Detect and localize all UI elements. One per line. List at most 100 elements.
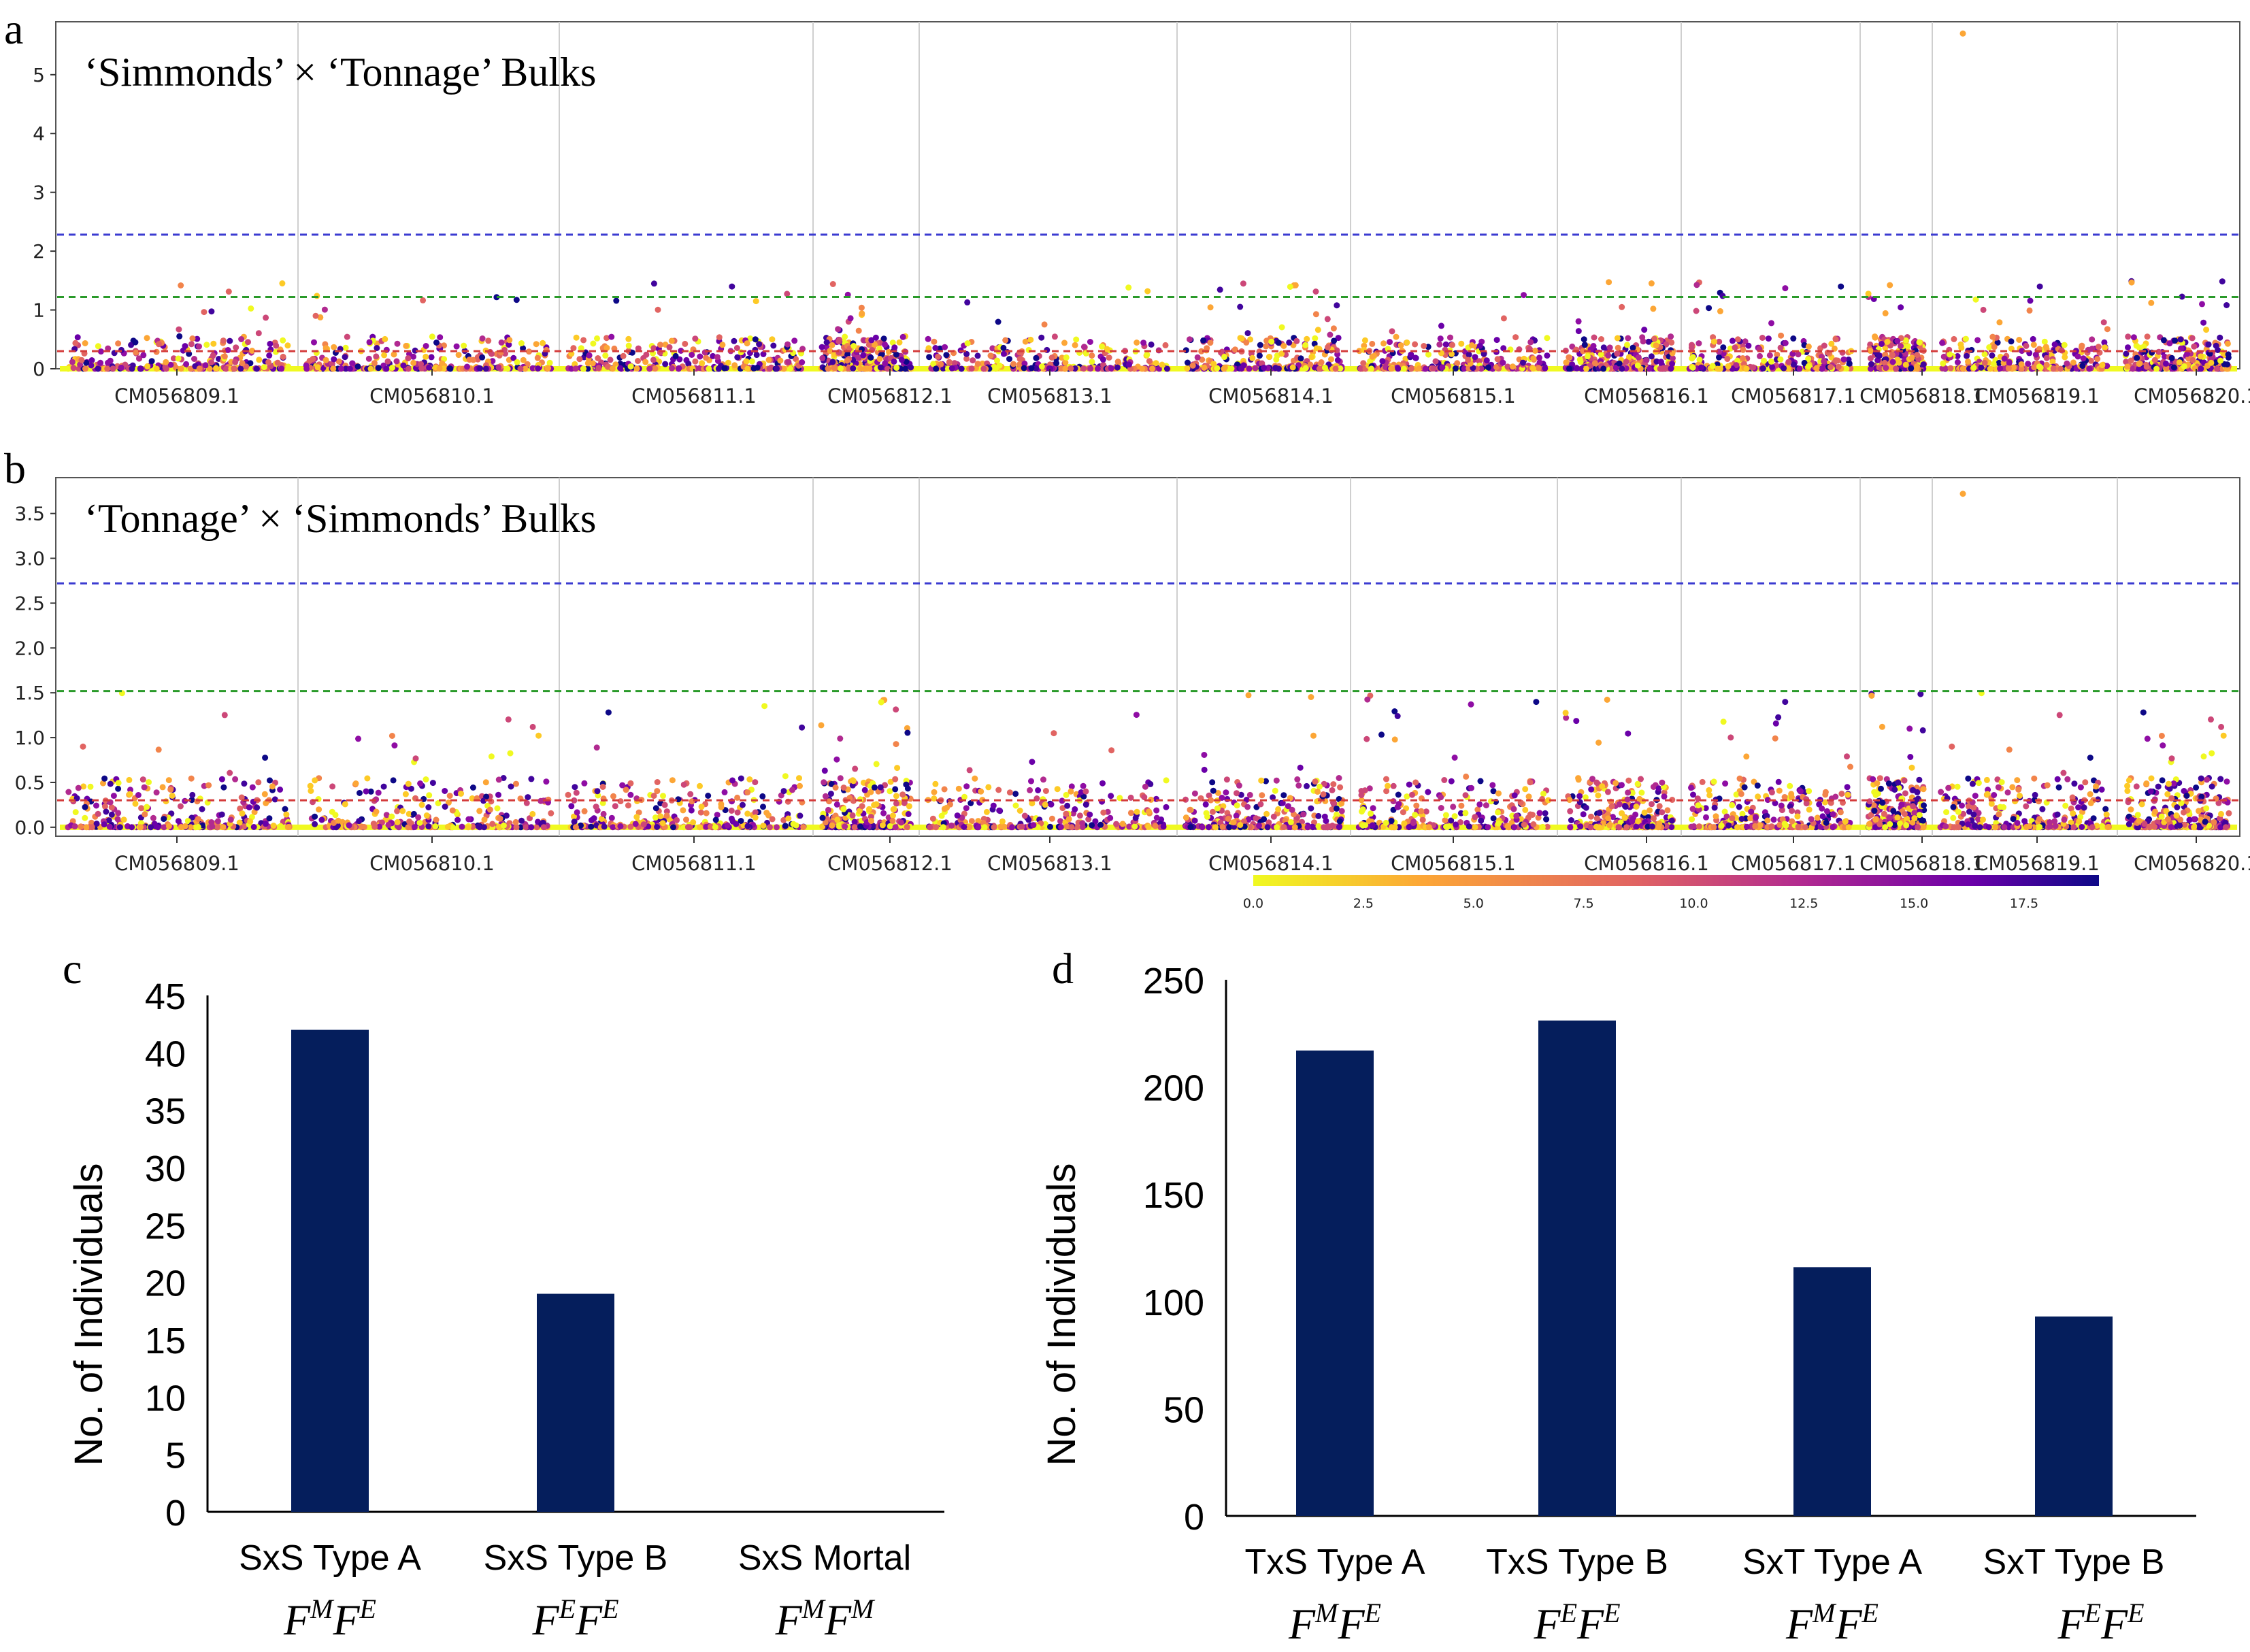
snp-point: [887, 778, 894, 785]
snp-point: [210, 340, 217, 347]
snp-point: [101, 775, 108, 782]
snp-point: [849, 812, 856, 819]
snp-point: [522, 365, 529, 372]
snp-point: [529, 810, 536, 817]
snp-point: [1493, 337, 1500, 344]
snp-point: [1244, 804, 1251, 810]
snp-point: [1002, 337, 1009, 344]
snp-point: [963, 805, 970, 812]
snp-point: [1404, 339, 1410, 346]
snp-point: [603, 335, 610, 342]
snp-point: [388, 733, 395, 739]
snp-point: [675, 365, 682, 372]
snp-point: [1368, 810, 1374, 817]
snp-point: [354, 363, 361, 370]
snp-point: [948, 822, 955, 829]
snp-point: [87, 783, 94, 790]
snp-point: [967, 800, 974, 806]
snp-point: [2041, 338, 2048, 345]
snp-point: [905, 811, 912, 817]
snp-point: [1954, 359, 1961, 365]
snp-point: [70, 365, 77, 371]
snp-point: [650, 357, 657, 363]
snp-point: [872, 341, 878, 348]
snp-point: [1635, 354, 1642, 361]
snp-point: [399, 808, 406, 814]
snp-point: [1889, 352, 1896, 359]
snp-point: [2162, 353, 2168, 360]
snp-point: [1246, 365, 1253, 372]
snp-point: [706, 365, 712, 372]
snp-point: [82, 340, 88, 346]
snp-point: [1544, 352, 1551, 359]
snp-point: [1237, 822, 1244, 828]
snp-point: [941, 806, 948, 812]
snp-point: [1577, 359, 1584, 365]
snp-point: [2198, 365, 2204, 372]
snp-point: [1717, 365, 1723, 372]
snp-point: [1391, 708, 1398, 714]
snp-point: [2125, 344, 2131, 351]
snp-point: [887, 823, 893, 829]
snp-point: [1337, 365, 1344, 371]
snp-point: [731, 362, 738, 369]
snp-point: [617, 365, 624, 371]
snp-point: [1068, 788, 1074, 795]
snp-point: [866, 806, 872, 812]
snp-point: [1063, 354, 1070, 361]
snp-point: [1261, 816, 1268, 823]
snp-point: [1511, 824, 1518, 831]
snp-point: [1152, 823, 1159, 829]
snp-point: [680, 781, 687, 788]
snp-point: [1370, 805, 1376, 812]
snp-point: [1406, 781, 1412, 788]
snp-point: [1089, 352, 1095, 359]
snp-point: [710, 352, 716, 359]
snp-point: [1312, 288, 1319, 295]
snp-point: [1536, 810, 1543, 816]
snp-point: [1724, 356, 1731, 362]
snp-point: [2223, 302, 2230, 308]
snp-point: [1716, 338, 1723, 345]
snp-point: [1782, 285, 1789, 292]
snp-point: [82, 814, 88, 821]
snp-point: [504, 365, 511, 372]
snp-point: [1285, 803, 1291, 810]
snp-point: [1566, 354, 1572, 361]
snp-point: [1006, 789, 1013, 796]
snp-point: [373, 353, 380, 360]
snp-point: [132, 339, 139, 346]
x-tick-label: CM056812.1: [827, 384, 953, 408]
snp-point: [331, 344, 337, 350]
snp-point: [2203, 327, 2210, 333]
snp-point: [1099, 780, 1106, 787]
snp-point: [95, 365, 101, 372]
snp-point: [793, 822, 799, 829]
snp-point: [1996, 319, 2003, 326]
snp-point: [842, 333, 848, 340]
snp-point: [114, 816, 121, 823]
snp-point: [903, 781, 910, 788]
snp-point: [797, 782, 803, 789]
snp-point: [1408, 365, 1414, 372]
snp-point: [871, 784, 878, 791]
snp-point: [106, 823, 113, 830]
snp-point: [2031, 364, 2038, 371]
snp-point: [1104, 346, 1110, 352]
snp-point: [887, 788, 893, 795]
snp-point: [474, 354, 481, 361]
snp-point: [322, 345, 329, 352]
snp-point: [836, 349, 842, 356]
snp-point: [844, 357, 850, 364]
snp-point: [165, 823, 172, 829]
snp-point: [1280, 342, 1287, 349]
snp-point: [890, 806, 897, 812]
snp-point: [1063, 823, 1070, 830]
snp-point: [1202, 801, 1209, 808]
snp-point: [777, 357, 784, 364]
snp-point: [1302, 342, 1309, 348]
snp-point: [654, 788, 661, 795]
snp-point: [1080, 344, 1087, 350]
snp-point: [2099, 362, 2106, 369]
snp-point: [183, 361, 190, 367]
